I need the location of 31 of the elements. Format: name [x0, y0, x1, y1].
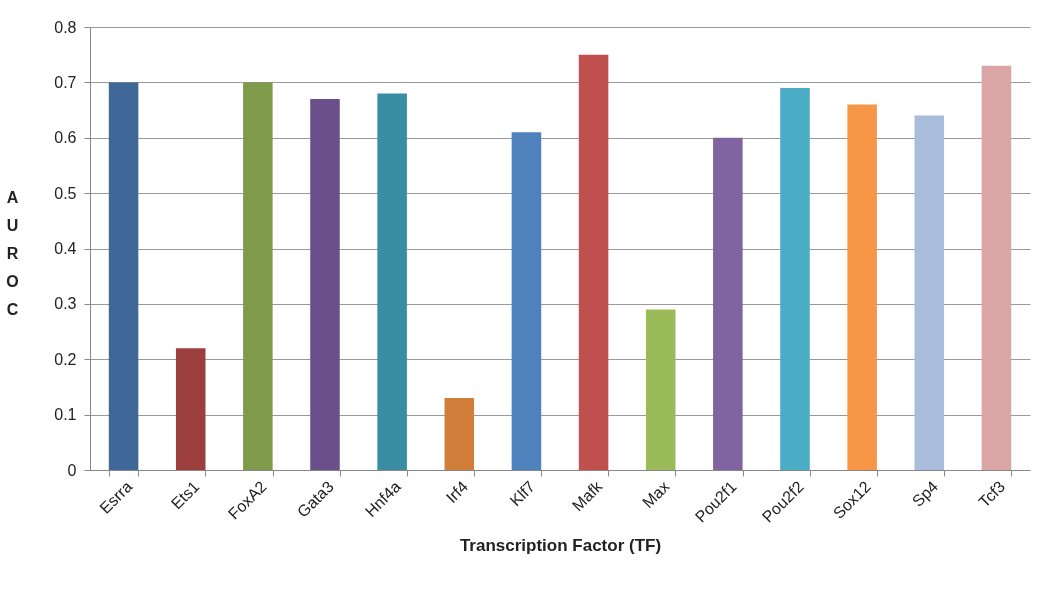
bar [175, 348, 206, 470]
y-tick-label: 0.5 [54, 184, 77, 202]
y-tick-label: 0.7 [54, 73, 77, 91]
x-axis-title: Transcription Factor (TF) [459, 535, 662, 555]
y-tick-label: 0 [67, 461, 77, 479]
bar [511, 132, 542, 470]
bar [243, 82, 273, 470]
bar [310, 98, 340, 470]
x-tick-label: Ets1 [167, 477, 203, 513]
y-tick-label: 0.3 [54, 295, 77, 313]
bar [108, 82, 139, 470]
y-tick-label: 0.8 [54, 18, 77, 36]
bar [780, 87, 810, 470]
bar [377, 93, 407, 470]
x-tick-label: Klf7 [506, 477, 539, 510]
x-tick-label: Irf4 [442, 477, 472, 507]
bar [981, 65, 1012, 470]
y-tick-label: 0.6 [54, 129, 77, 147]
x-tick-label: Sp4 [908, 477, 942, 510]
bar [914, 115, 945, 470]
bar [847, 104, 877, 470]
y-tick-label: 0.1 [54, 406, 77, 424]
bar [444, 398, 475, 470]
x-tick-label: Max [639, 477, 673, 512]
y-tick-label: 0.4 [54, 240, 77, 257]
bar [645, 309, 676, 470]
y-axis-title: AUROC [6, 188, 19, 318]
bar [578, 54, 609, 470]
y-tick-label: 0.2 [54, 350, 77, 368]
x-tick-label: Tcf3 [975, 477, 1009, 511]
bar [713, 137, 743, 470]
